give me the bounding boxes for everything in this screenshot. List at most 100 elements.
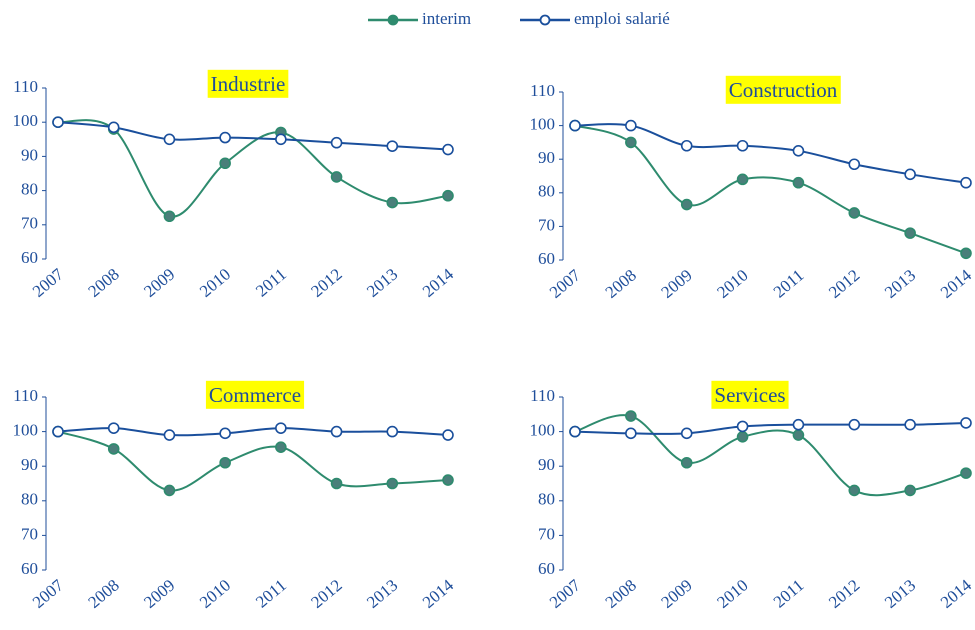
point bbox=[960, 417, 972, 429]
point bbox=[219, 427, 231, 440]
point bbox=[275, 441, 287, 453]
point bbox=[163, 429, 176, 441]
y-tick-label: 110 bbox=[530, 81, 555, 100]
point bbox=[848, 418, 861, 431]
x-tick-label: 2013 bbox=[881, 266, 919, 302]
y-tick-label: 80 bbox=[21, 490, 38, 509]
y-tick-label: 80 bbox=[538, 182, 555, 201]
x-tick-label: 2008 bbox=[85, 576, 123, 612]
y-tick-label: 100 bbox=[13, 111, 39, 130]
point bbox=[569, 119, 581, 132]
x-tick-label: 2009 bbox=[140, 265, 178, 301]
legend-label: emploi salarié bbox=[574, 9, 670, 28]
x-tick-label: 2011 bbox=[252, 576, 290, 612]
point bbox=[680, 427, 693, 440]
legend-label: interim bbox=[422, 9, 471, 28]
point bbox=[625, 136, 637, 149]
point bbox=[442, 189, 454, 202]
x-tick-label: 2012 bbox=[825, 576, 863, 612]
point bbox=[219, 157, 231, 170]
x-tick-label: 2014 bbox=[937, 575, 975, 612]
point bbox=[960, 467, 972, 479]
y-tick-label: 110 bbox=[530, 386, 555, 405]
y-tick-label: 60 bbox=[538, 249, 555, 268]
y-tick-label: 90 bbox=[21, 145, 38, 164]
point bbox=[904, 227, 916, 239]
y-tick-label: 60 bbox=[21, 559, 38, 578]
x-tick-label: 2011 bbox=[770, 266, 808, 302]
point bbox=[625, 119, 637, 132]
point bbox=[330, 477, 343, 490]
y-tick-label: 70 bbox=[538, 524, 555, 543]
point bbox=[848, 207, 861, 219]
chart-title: Services bbox=[714, 383, 785, 407]
point bbox=[736, 430, 749, 443]
title-background bbox=[725, 75, 841, 104]
point bbox=[330, 425, 343, 438]
series-line bbox=[574, 414, 967, 497]
point bbox=[330, 136, 343, 149]
y-tick-label: 100 bbox=[13, 421, 39, 440]
x-tick-label: 2010 bbox=[196, 265, 234, 301]
chart-title: Construction bbox=[729, 78, 838, 102]
point bbox=[386, 477, 399, 490]
x-tick-label: 2008 bbox=[85, 265, 123, 301]
y-tick-label: 90 bbox=[538, 148, 555, 167]
y-tick-label: 110 bbox=[13, 386, 38, 405]
point bbox=[792, 176, 805, 189]
point bbox=[386, 140, 399, 152]
point bbox=[442, 429, 454, 441]
point bbox=[904, 418, 916, 431]
x-tick-label: 2011 bbox=[252, 265, 290, 301]
x-tick-label: 2009 bbox=[140, 576, 178, 612]
point bbox=[625, 427, 637, 440]
y-tick-label: 90 bbox=[538, 455, 555, 474]
point bbox=[736, 173, 749, 186]
y-tick-label: 90 bbox=[21, 455, 38, 474]
title-background bbox=[207, 69, 289, 98]
x-tick-label: 2013 bbox=[881, 576, 919, 612]
point bbox=[569, 425, 581, 438]
point bbox=[163, 133, 176, 146]
point bbox=[848, 484, 861, 497]
x-tick-label: 2014 bbox=[937, 265, 975, 302]
x-tick-label: 2007 bbox=[29, 575, 68, 612]
point bbox=[386, 196, 399, 209]
x-tick-label: 2009 bbox=[658, 576, 696, 612]
title-background bbox=[205, 380, 305, 409]
point bbox=[960, 176, 972, 189]
point bbox=[680, 139, 693, 152]
point bbox=[275, 133, 287, 146]
point bbox=[219, 131, 231, 144]
point bbox=[736, 139, 749, 152]
x-tick-label: 2007 bbox=[546, 265, 585, 302]
point bbox=[848, 158, 861, 171]
point bbox=[904, 168, 916, 181]
y-tick-label: 70 bbox=[538, 215, 555, 234]
point bbox=[792, 418, 805, 431]
point bbox=[107, 121, 120, 134]
x-tick-label: 2014 bbox=[419, 575, 458, 612]
legend-marker bbox=[387, 14, 399, 26]
point bbox=[107, 422, 120, 434]
point bbox=[330, 171, 343, 183]
point bbox=[680, 456, 693, 469]
x-tick-label: 2008 bbox=[602, 266, 640, 302]
point bbox=[960, 247, 972, 260]
chart-title: Industrie bbox=[211, 72, 286, 96]
point bbox=[107, 443, 120, 455]
y-tick-label: 80 bbox=[21, 180, 38, 199]
y-tick-label: 80 bbox=[538, 490, 555, 509]
point bbox=[163, 210, 176, 223]
x-tick-label: 2012 bbox=[825, 266, 863, 302]
title-background bbox=[711, 380, 789, 409]
point bbox=[442, 143, 454, 156]
y-tick-label: 100 bbox=[530, 421, 556, 440]
point bbox=[52, 116, 64, 128]
point bbox=[219, 456, 231, 469]
x-tick-label: 2012 bbox=[307, 265, 345, 301]
x-tick-label: 2013 bbox=[363, 265, 401, 301]
y-tick-label: 70 bbox=[21, 214, 38, 233]
x-tick-label: 2014 bbox=[419, 264, 458, 301]
